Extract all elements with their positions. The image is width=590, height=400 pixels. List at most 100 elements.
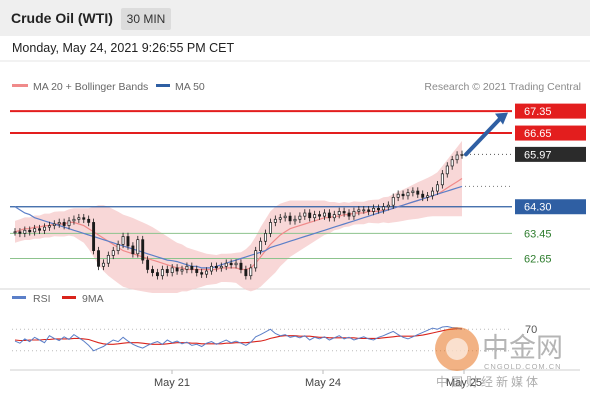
candle bbox=[87, 218, 91, 223]
watermark-url: CNGOLD.COM.CN bbox=[484, 362, 562, 371]
candle bbox=[264, 233, 267, 242]
candle bbox=[151, 269, 154, 273]
candle bbox=[205, 270, 209, 275]
candle bbox=[170, 267, 174, 273]
candle bbox=[411, 190, 415, 193]
candle bbox=[426, 195, 430, 198]
candle bbox=[273, 218, 277, 223]
price-tag-64.30 bbox=[515, 199, 586, 215]
candle bbox=[431, 190, 434, 197]
bollinger-band bbox=[15, 140, 462, 293]
candle bbox=[455, 154, 459, 161]
timestamp: Monday, May 24, 2021 9:26:55 PM CET bbox=[12, 41, 235, 55]
candle bbox=[234, 262, 238, 266]
price-tag-label-67.35: 67.35 bbox=[524, 106, 552, 118]
candle bbox=[165, 269, 169, 273]
candle bbox=[367, 209, 371, 212]
candle bbox=[254, 250, 258, 269]
candle bbox=[72, 218, 76, 222]
candle bbox=[146, 259, 150, 270]
candle bbox=[416, 190, 420, 195]
candle bbox=[337, 211, 341, 215]
candle bbox=[401, 193, 405, 197]
candle bbox=[450, 159, 454, 167]
attribution: Research © 2021 Trading Central bbox=[424, 81, 581, 93]
legend-swatch-ma50 bbox=[156, 84, 170, 87]
candle bbox=[47, 225, 51, 228]
candle bbox=[57, 222, 61, 225]
candle bbox=[111, 250, 115, 256]
candle bbox=[92, 222, 96, 251]
price-tag-66.65 bbox=[515, 125, 586, 141]
candle bbox=[435, 184, 439, 192]
candle bbox=[33, 228, 37, 233]
candle bbox=[288, 215, 292, 222]
candle bbox=[283, 215, 287, 219]
watermark-brand: 中金网 bbox=[482, 333, 563, 363]
ma50-line bbox=[14, 185, 463, 269]
candle bbox=[377, 207, 380, 211]
candle bbox=[219, 265, 223, 269]
candle bbox=[308, 212, 312, 219]
candle bbox=[249, 267, 253, 277]
price-tag-label-65.97: 65.97 bbox=[524, 149, 552, 161]
timeframe-button[interactable]: 30 MIN bbox=[121, 8, 171, 30]
candle bbox=[131, 245, 135, 255]
candle bbox=[97, 250, 100, 267]
legend-label-ma20: MA 20 + Bollinger Bands bbox=[33, 81, 148, 93]
candle bbox=[160, 269, 164, 277]
x-tick-label-may-24: May 24 bbox=[305, 377, 341, 389]
candle bbox=[386, 204, 390, 208]
candle bbox=[136, 239, 140, 255]
candle bbox=[342, 211, 346, 214]
candle bbox=[106, 254, 110, 264]
watermark-tagline: 中国财经新媒体 bbox=[436, 374, 541, 389]
header-bar: Crude Oil (WTI) 30 MIN bbox=[0, 0, 590, 36]
candle bbox=[156, 272, 159, 277]
legend-swatch-rsi bbox=[12, 296, 26, 299]
candle bbox=[13, 231, 17, 234]
watermark-logo-inner bbox=[446, 338, 468, 360]
candle bbox=[372, 207, 376, 212]
price-tag-label-64.30: 64.30 bbox=[524, 202, 552, 214]
legend-label-9ma: 9MA bbox=[82, 293, 104, 305]
candle bbox=[381, 206, 385, 211]
candle bbox=[121, 236, 125, 245]
price-tag-67.35 bbox=[515, 103, 586, 119]
candle bbox=[327, 212, 331, 219]
candle bbox=[332, 214, 336, 219]
forecast-arrow-shaft bbox=[464, 114, 504, 157]
candle bbox=[313, 214, 317, 219]
candle bbox=[195, 269, 199, 273]
instrument-title: Crude Oil (WTI) bbox=[11, 10, 113, 26]
candle bbox=[391, 196, 395, 206]
candle bbox=[214, 265, 218, 269]
price-tag-label-66.65: 66.65 bbox=[524, 128, 552, 140]
candle bbox=[185, 265, 189, 270]
legend-swatch-9ma bbox=[62, 296, 76, 299]
candle bbox=[52, 223, 56, 226]
ma20-line bbox=[14, 177, 463, 271]
candle bbox=[200, 272, 204, 275]
candle bbox=[28, 229, 32, 233]
legend-label-ma50: MA 50 bbox=[175, 81, 205, 93]
x-tick-label-may-25: May 25 bbox=[446, 377, 482, 389]
candle bbox=[190, 265, 194, 270]
legend-label-rsi: RSI bbox=[33, 293, 51, 305]
candle bbox=[67, 220, 71, 226]
price-tag-65.97 bbox=[515, 146, 586, 162]
candle bbox=[116, 244, 120, 251]
candle bbox=[357, 209, 361, 212]
candle bbox=[77, 217, 81, 220]
candle bbox=[210, 265, 213, 272]
candle bbox=[396, 193, 400, 198]
candle bbox=[352, 211, 356, 217]
rsi-9ma-line bbox=[14, 328, 462, 345]
rsi-line bbox=[14, 325, 463, 352]
candle bbox=[82, 217, 86, 220]
watermark-logo-icon bbox=[435, 327, 479, 371]
candle bbox=[406, 192, 410, 197]
candle bbox=[43, 226, 46, 231]
candle bbox=[268, 222, 272, 234]
